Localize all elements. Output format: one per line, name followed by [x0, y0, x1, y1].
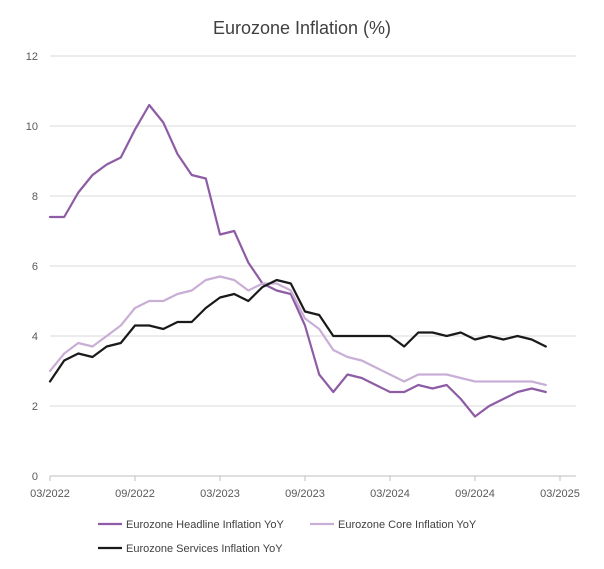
- series-lines: [48, 103, 547, 418]
- series-line-1: [48, 103, 547, 418]
- chart-title: Eurozone Inflation (%): [213, 18, 391, 38]
- gridlines: [50, 55, 576, 477]
- series-line-2: [48, 275, 547, 387]
- x-tick-label: 03/2023: [200, 488, 240, 500]
- x-tick-label: 09/2022: [115, 488, 155, 500]
- x-tick-label: 09/2024: [455, 488, 495, 500]
- legend-label: Eurozone Services Inflation YoY: [126, 543, 283, 555]
- x-tick-label: 03/2024: [370, 488, 410, 500]
- y-axis-ticks: 0 2 4 6 8 10 12: [26, 51, 38, 483]
- y-tick-label: 8: [32, 191, 38, 203]
- x-tick-label: 09/2023: [285, 488, 325, 500]
- y-tick-label: 0: [32, 471, 38, 483]
- legend-label: Eurozone Headline Inflation YoY: [126, 519, 284, 531]
- series-line-3: [48, 278, 547, 383]
- x-axis-ticks: 03/2022 09/2022 03/2023 09/2023 03/2024 09/20…: [30, 476, 580, 500]
- y-tick-label: 10: [26, 121, 38, 133]
- legend-label: Eurozone Core Inflation YoY: [338, 519, 477, 531]
- x-tick-label: 03/2022: [30, 488, 70, 500]
- x-tick-label: 03/2025: [540, 488, 580, 500]
- y-tick-label: 2: [32, 401, 38, 413]
- y-tick-label: 4: [32, 331, 38, 343]
- legend: Eurozone Headline Inflation YoY Eurozone …: [98, 519, 477, 555]
- y-tick-label: 12: [26, 51, 38, 63]
- y-tick-label: 6: [32, 261, 38, 273]
